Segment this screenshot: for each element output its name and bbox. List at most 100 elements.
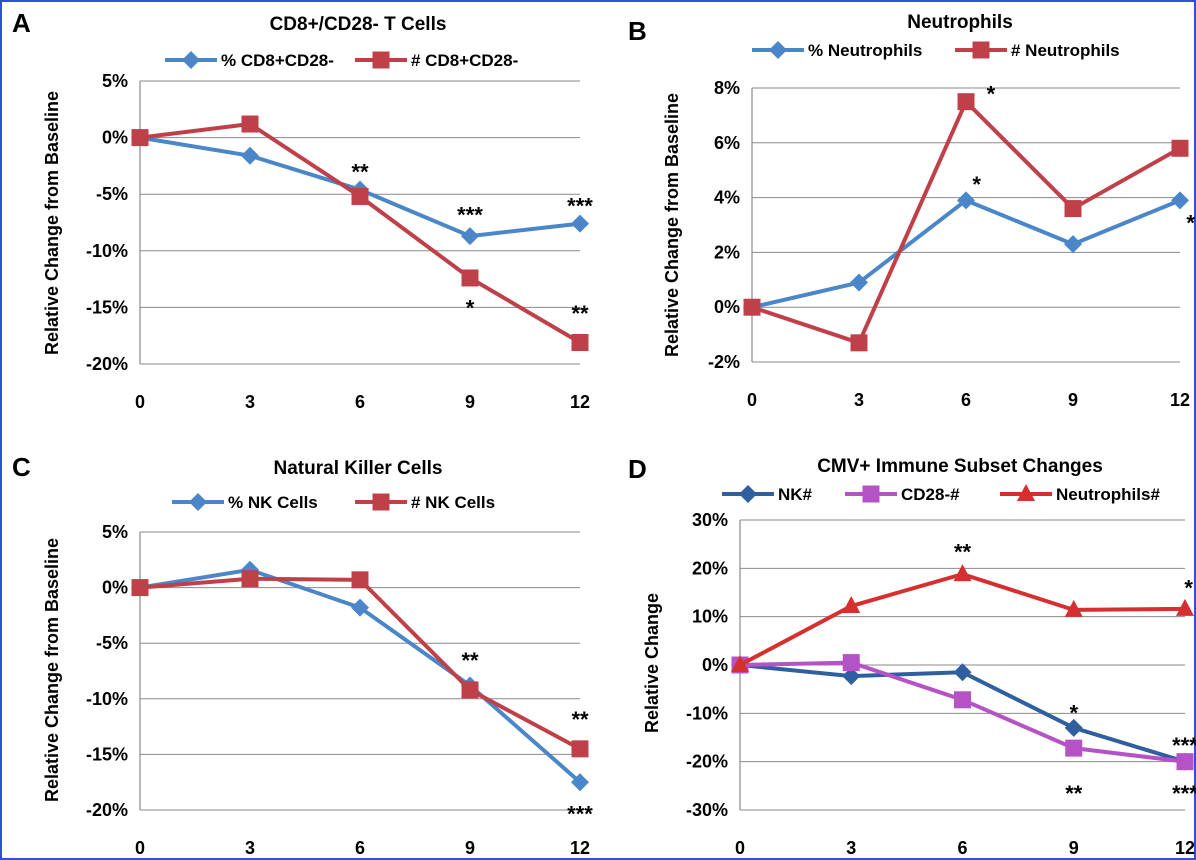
x-tick-label: 3 [846,838,856,858]
x-tick-label: 6 [355,838,365,858]
data-point [461,227,479,246]
y-tick-label: -30% [686,800,728,820]
x-tick-label: 6 [355,392,365,412]
data-point [351,187,369,205]
series-line [739,572,1186,667]
y-tick-label: 0% [714,297,740,317]
x-tick-label: 3 [245,838,255,858]
panel-label: D [628,454,647,484]
data-point [954,691,971,709]
data-point [1176,753,1194,771]
significance-annotation: * [972,172,981,197]
y-tick-label: -20% [86,354,128,374]
x-tick-label: 12 [570,392,590,412]
legend-swatch-marker [1017,484,1035,501]
data-point [1064,235,1082,254]
data-point [1064,599,1083,617]
x-tick-label: 9 [465,392,475,412]
legend-label: NK# [778,485,813,504]
data-point [241,146,259,165]
legend-label: # NK Cells [411,493,495,512]
x-tick-label: 9 [1069,838,1079,858]
data-point [571,740,589,758]
panel-label: A [12,8,31,38]
significance-annotation: * [466,295,475,320]
data-point [351,598,369,617]
y-tick-label: 0% [102,578,128,598]
significance-annotation: * [987,81,996,106]
legend-swatch-marker [862,485,880,503]
legend-label: # CD8+CD28- [411,51,518,70]
significance-annotation: ** [571,707,589,732]
panel-a: A CD8+/CD28- T Cells 5% 0% -5% -10% -15% -20% 0 3… [12,8,593,412]
data-point [241,570,259,588]
x-tick-label: 0 [747,390,757,410]
significance-annotation: *** [567,194,593,219]
chart-title: CMV+ Immune Subset Changes [817,456,1103,477]
data-point [842,667,861,686]
data-point [957,93,975,111]
x-tick-label: 3 [245,392,255,412]
y-tick-label: 5% [102,522,128,542]
significance-annotation: *** [1172,733,1196,758]
data-point [461,269,479,287]
data-point [571,773,589,792]
x-tick-label: 12 [1170,390,1190,410]
panel-label: C [12,452,31,482]
series-line [139,122,582,345]
panel-c: C Natural Killer Cells 5% 0% -5% -10% -15% -20%… [12,452,593,858]
data-point [731,655,749,672]
x-tick-label: 9 [465,838,475,858]
x-tick-label: 3 [854,390,864,410]
y-tick-label: -20% [686,752,728,772]
data-point [131,129,149,147]
significance-annotation: *** [567,801,593,826]
data-point [1171,139,1189,157]
significance-annotation: ** [351,160,369,185]
legend-swatch-marker [372,51,390,69]
legend-label: % CD8+CD28- [221,51,334,70]
significance-annotation: ** [1065,781,1083,806]
legend-label: % NK Cells [228,493,318,512]
data-point [743,298,761,316]
data-point [957,191,975,210]
y-tick-label: -5% [96,633,128,653]
chart-title: Natural Killer Cells [274,458,443,479]
data-point [953,663,972,682]
chart-title: Neutrophils [907,12,1013,33]
data-point [461,681,479,699]
panel-b: B Neutrophils 8% 6% 4% 2% 0% -2% 0 3 6 9 12 Relative … [628,12,1195,410]
y-tick-label: -15% [86,744,128,764]
legend-swatch-marker [372,493,390,511]
x-tick-label: 0 [135,838,145,858]
data-point [131,579,149,597]
y-axis-label: Relative Change from Baseline [662,93,682,357]
significance-annotation: ** [571,301,589,326]
panel-label: B [628,16,647,46]
data-point [1064,200,1082,218]
panel-d: D CMV+ Immune Subset Changes 30% 20% 10% 0% -1… [628,454,1196,858]
y-tick-label: 2% [714,242,740,262]
significance-annotation: * [1069,700,1078,725]
y-tick-label: 4% [714,188,740,208]
significance-annotation: *** [457,203,483,228]
data-point [850,273,868,292]
legend-label: CD28-# [901,485,960,504]
legend-swatch-marker [189,493,207,511]
data-point [953,564,972,582]
legend-label: # Neutrophils [1011,41,1120,60]
data-point [571,214,589,233]
y-axis-label: Relative Change [642,593,662,733]
data-point [842,596,861,614]
y-tick-label: -10% [86,241,128,261]
y-tick-label: -2% [708,352,740,372]
y-tick-label: -5% [96,184,128,204]
y-tick-label: -10% [686,703,728,723]
x-tick-label: 6 [957,838,967,858]
significance-annotation: * [1186,210,1195,235]
y-tick-label: -10% [86,689,128,709]
x-tick-label: 0 [135,392,145,412]
data-point [850,334,868,352]
